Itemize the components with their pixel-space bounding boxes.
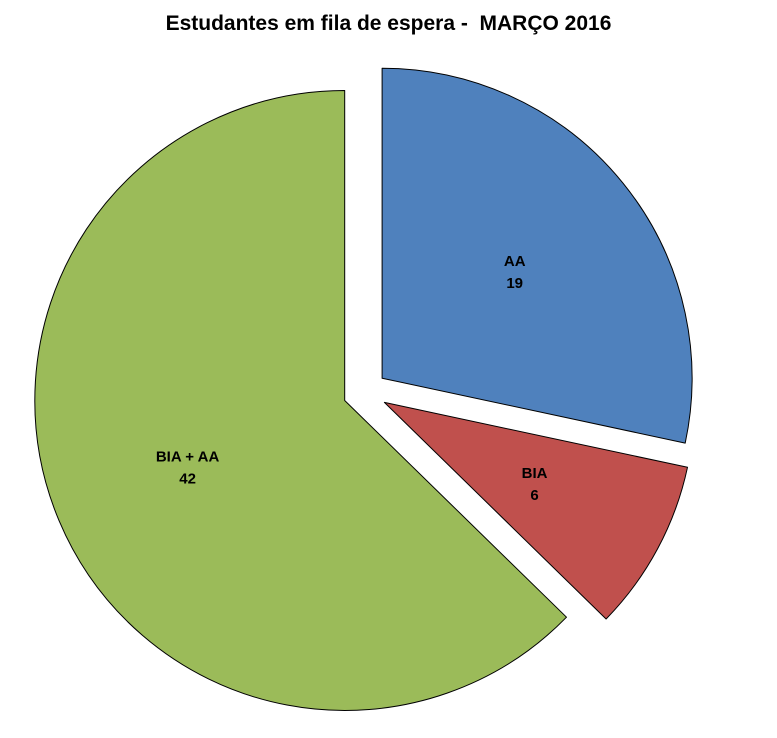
slice-name-label: BIA [522, 465, 548, 482]
slice-value-label: 6 [530, 487, 538, 504]
chart-title: Estudantes em fila de espera - MARÇO 201… [165, 12, 612, 35]
slice-value-label: 19 [506, 275, 523, 292]
pie-slice-aa [381, 67, 693, 444]
slice-name-label: BIA + AA [156, 449, 220, 466]
slice-value-label: 42 [179, 471, 196, 488]
slice-name-label: AA [504, 253, 526, 270]
pie-slice-bia [383, 401, 688, 620]
pie-slice-bia-aa [34, 90, 567, 711]
